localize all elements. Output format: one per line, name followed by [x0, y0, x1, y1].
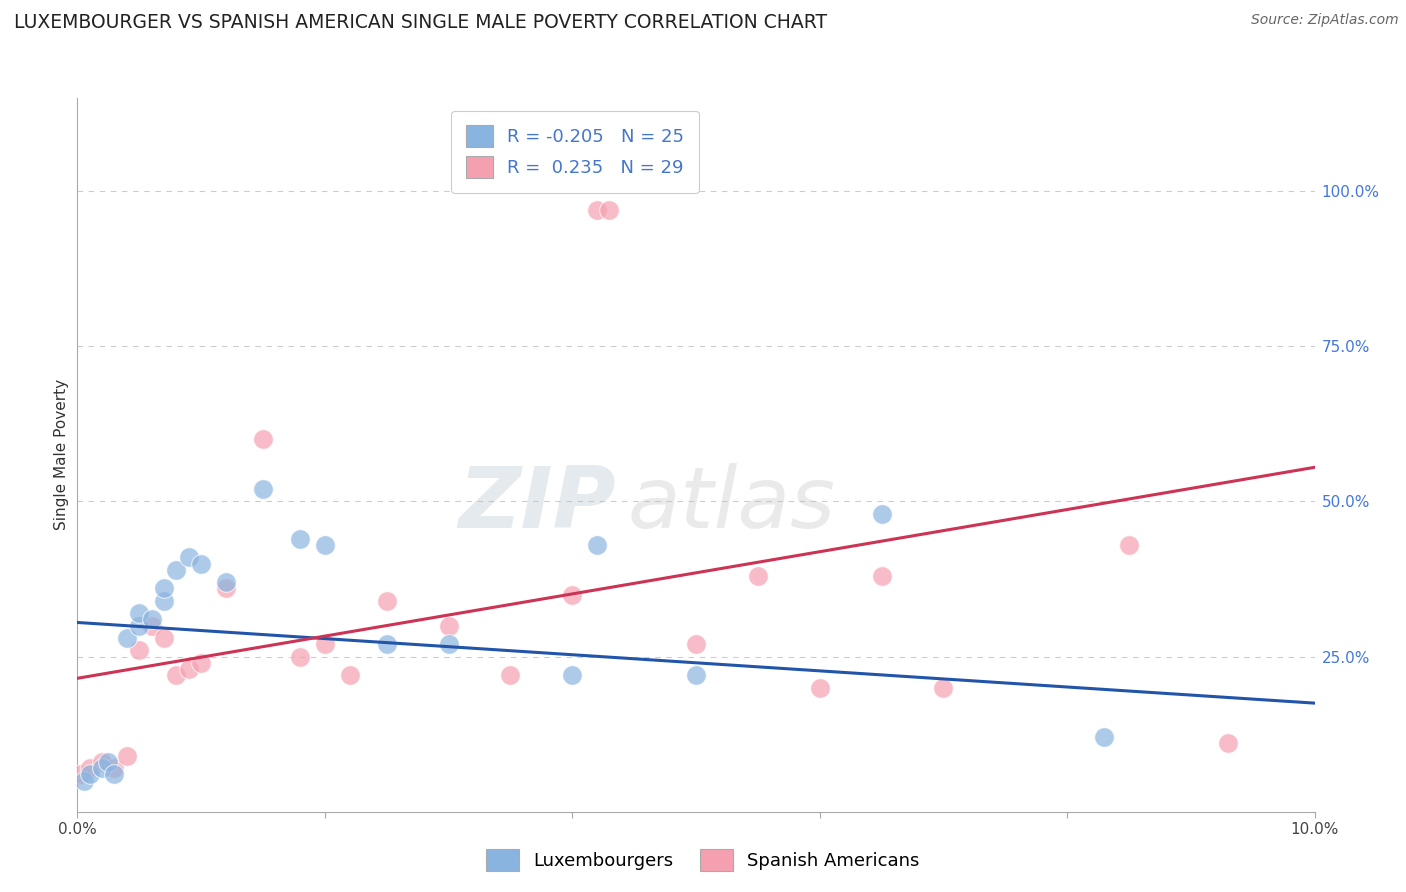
Point — [870, 569, 893, 583]
Point — [165, 668, 187, 682]
Point — [190, 557, 212, 571]
Point — [153, 593, 176, 607]
Point — [215, 582, 238, 596]
Point — [339, 668, 361, 682]
Point — [314, 538, 336, 552]
Point — [128, 618, 150, 632]
Point — [685, 637, 707, 651]
Point — [561, 668, 583, 682]
Point — [97, 755, 120, 769]
Point — [252, 433, 274, 447]
Point — [128, 606, 150, 620]
Point — [72, 773, 94, 788]
Point — [215, 575, 238, 590]
Point — [808, 681, 831, 695]
Point — [103, 767, 125, 781]
Point — [91, 761, 114, 775]
Point — [561, 588, 583, 602]
Point — [288, 532, 311, 546]
Point — [932, 681, 955, 695]
Point — [153, 631, 176, 645]
Point — [375, 637, 398, 651]
Point — [79, 761, 101, 775]
Point — [314, 637, 336, 651]
Point — [747, 569, 769, 583]
Point — [1092, 731, 1115, 745]
Point — [177, 662, 200, 676]
Point — [598, 202, 620, 217]
Point — [499, 668, 522, 682]
Point — [252, 482, 274, 496]
Point — [586, 202, 609, 217]
Point — [165, 563, 187, 577]
Point — [870, 507, 893, 521]
Legend: Luxembourgers, Spanish Americans: Luxembourgers, Spanish Americans — [479, 842, 927, 879]
Point — [153, 582, 176, 596]
Point — [79, 767, 101, 781]
Point — [141, 618, 163, 632]
Point — [1216, 736, 1239, 750]
Point — [141, 612, 163, 626]
Point — [437, 618, 460, 632]
Point — [288, 649, 311, 664]
Point — [586, 538, 609, 552]
Point — [91, 755, 114, 769]
Point — [103, 761, 125, 775]
Text: LUXEMBOURGER VS SPANISH AMERICAN SINGLE MALE POVERTY CORRELATION CHART: LUXEMBOURGER VS SPANISH AMERICAN SINGLE … — [14, 13, 827, 32]
Point — [70, 767, 93, 781]
Point — [375, 593, 398, 607]
Point — [1118, 538, 1140, 552]
Legend: R = -0.205   N = 25, R =  0.235   N = 29: R = -0.205 N = 25, R = 0.235 N = 29 — [451, 111, 699, 193]
Point — [177, 550, 200, 565]
Point — [115, 748, 138, 763]
Point — [685, 668, 707, 682]
Text: ZIP: ZIP — [458, 463, 616, 547]
Y-axis label: Single Male Poverty: Single Male Poverty — [53, 379, 69, 531]
Text: atlas: atlas — [628, 463, 837, 547]
Point — [190, 656, 212, 670]
Text: Source: ZipAtlas.com: Source: ZipAtlas.com — [1251, 13, 1399, 28]
Point — [115, 631, 138, 645]
Point — [437, 637, 460, 651]
Point — [128, 643, 150, 657]
